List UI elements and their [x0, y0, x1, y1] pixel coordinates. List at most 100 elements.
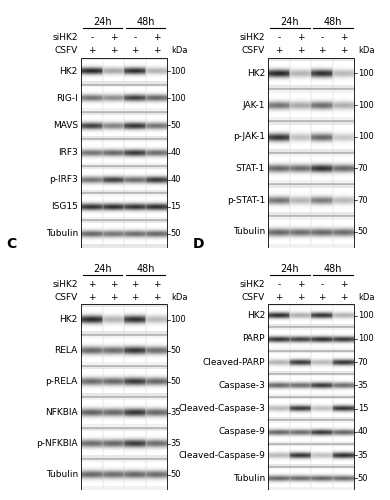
Text: +: + — [340, 280, 347, 289]
Bar — [81, 397, 167, 428]
Text: -: - — [278, 280, 281, 289]
Text: 100: 100 — [358, 311, 374, 320]
Bar — [81, 166, 167, 193]
Text: +: + — [275, 46, 283, 56]
Bar — [81, 428, 167, 459]
Text: CSFV: CSFV — [242, 46, 265, 56]
Text: B: B — [193, 0, 204, 3]
Text: MAVS: MAVS — [53, 121, 78, 130]
Text: 48h: 48h — [324, 264, 342, 274]
Bar — [268, 184, 354, 216]
Text: 35: 35 — [358, 381, 368, 390]
Text: NFKBIA: NFKBIA — [45, 408, 78, 417]
Text: Tubulin: Tubulin — [233, 227, 265, 236]
Text: IRF3: IRF3 — [58, 148, 78, 157]
Text: HK2: HK2 — [60, 66, 78, 76]
Text: kDa: kDa — [171, 46, 187, 56]
Text: 24h: 24h — [281, 17, 299, 27]
Bar — [268, 304, 354, 328]
Text: +: + — [152, 46, 160, 56]
Text: 50: 50 — [170, 377, 181, 386]
Text: 48h: 48h — [136, 17, 155, 27]
Text: p-STAT-1: p-STAT-1 — [227, 196, 265, 204]
Text: +: + — [131, 280, 139, 289]
Bar — [268, 420, 354, 444]
Text: Caspase-3: Caspase-3 — [218, 381, 265, 390]
Text: +: + — [340, 46, 347, 56]
Text: HK2: HK2 — [247, 69, 265, 78]
Text: 100: 100 — [358, 69, 374, 78]
Text: +: + — [297, 34, 305, 42]
Text: CSFV: CSFV — [55, 293, 78, 302]
Text: kDa: kDa — [171, 293, 187, 302]
Text: 50: 50 — [358, 474, 368, 483]
Bar — [81, 220, 167, 248]
Text: 100: 100 — [170, 94, 186, 102]
Bar — [81, 304, 167, 490]
Text: HK2: HK2 — [60, 315, 78, 324]
Text: PARP: PARP — [243, 334, 265, 344]
Bar — [268, 374, 354, 397]
Text: 40: 40 — [170, 148, 181, 157]
Text: C: C — [6, 236, 16, 250]
Text: Cleaved-Caspase-3: Cleaved-Caspase-3 — [178, 404, 265, 413]
Bar — [81, 366, 167, 397]
Bar — [268, 327, 354, 350]
Text: Tubulin: Tubulin — [46, 470, 78, 479]
Bar — [81, 58, 167, 248]
Text: +: + — [131, 46, 139, 56]
Text: siHK2: siHK2 — [52, 34, 78, 42]
Text: 50: 50 — [170, 470, 181, 479]
Text: CSFV: CSFV — [55, 46, 78, 56]
Text: 100: 100 — [358, 100, 374, 110]
Bar — [268, 58, 354, 248]
Text: 15: 15 — [170, 202, 181, 211]
Text: ISG15: ISG15 — [51, 202, 78, 211]
Text: 50: 50 — [170, 230, 181, 238]
Text: STAT-1: STAT-1 — [236, 164, 265, 173]
Text: +: + — [110, 34, 117, 42]
Text: +: + — [275, 293, 283, 302]
Text: Tubulin: Tubulin — [46, 230, 78, 238]
Text: +: + — [297, 280, 305, 289]
Text: +: + — [88, 293, 96, 302]
Text: -: - — [278, 34, 281, 42]
Text: +: + — [110, 280, 117, 289]
Text: +: + — [88, 46, 96, 56]
Bar — [81, 335, 167, 366]
Text: kDa: kDa — [358, 46, 374, 56]
Text: p-JAK-1: p-JAK-1 — [233, 132, 265, 141]
Text: 48h: 48h — [136, 264, 155, 274]
Bar — [268, 444, 354, 467]
Text: +: + — [152, 34, 160, 42]
Text: 48h: 48h — [324, 17, 342, 27]
Text: 100: 100 — [170, 315, 186, 324]
Text: 50: 50 — [358, 227, 368, 236]
Bar — [268, 397, 354, 420]
Text: 40: 40 — [358, 428, 368, 436]
Text: -: - — [90, 34, 94, 42]
Text: +: + — [340, 293, 347, 302]
Text: 24h: 24h — [94, 264, 112, 274]
Text: 24h: 24h — [281, 264, 299, 274]
Text: +: + — [297, 46, 305, 56]
Text: 100: 100 — [170, 66, 186, 76]
Text: +: + — [110, 46, 117, 56]
Text: HK2: HK2 — [247, 311, 265, 320]
Bar — [81, 112, 167, 139]
Text: +: + — [131, 293, 139, 302]
Text: siHK2: siHK2 — [239, 34, 265, 42]
Text: kDa: kDa — [358, 293, 374, 302]
Bar — [81, 58, 167, 84]
Text: -: - — [321, 34, 324, 42]
Text: -: - — [321, 280, 324, 289]
Text: Caspase-9: Caspase-9 — [218, 428, 265, 436]
Text: 70: 70 — [358, 164, 368, 173]
Text: Cleaved-Caspase-9: Cleaved-Caspase-9 — [178, 450, 265, 460]
Text: -: - — [133, 34, 136, 42]
Text: +: + — [152, 293, 160, 302]
Bar — [81, 84, 167, 112]
Text: Tubulin: Tubulin — [233, 474, 265, 483]
Text: 70: 70 — [358, 196, 368, 204]
Text: +: + — [88, 280, 96, 289]
